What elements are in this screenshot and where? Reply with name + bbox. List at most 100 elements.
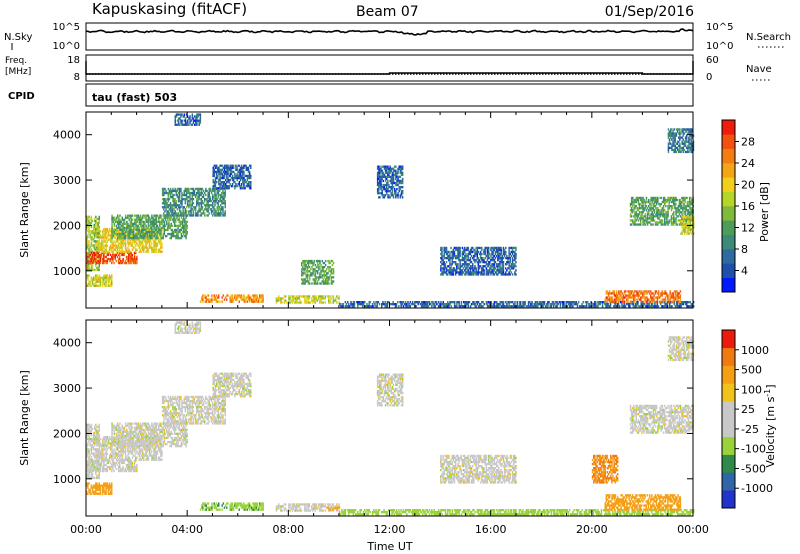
heatmap-cell	[98, 261, 100, 265]
heatmap-cell	[142, 232, 144, 236]
heatmap-cell	[662, 298, 664, 301]
heatmap-cell	[481, 267, 483, 270]
heatmap-cell	[324, 295, 327, 298]
heatmap-cell	[102, 232, 104, 235]
heatmap-cell	[303, 270, 305, 273]
heatmap-cell	[207, 200, 209, 203]
heatmap-cell	[216, 198, 218, 201]
heatmap-cell	[103, 230, 105, 233]
heatmap-cell	[327, 272, 329, 275]
heatmap-cell	[637, 198, 640, 202]
heatmap-cell	[649, 221, 651, 224]
heatmap-cell	[127, 238, 129, 241]
heatmap-cell	[236, 172, 238, 176]
heatmap-cell	[448, 303, 450, 306]
heatmap-cell	[661, 305, 663, 308]
heatmap-cell	[510, 267, 513, 270]
heatmap-cell	[500, 259, 502, 262]
heatmap-cell	[180, 220, 183, 223]
heatmap-cell	[218, 300, 220, 303]
heatmap-cell	[155, 216, 158, 219]
heatmap-cell	[389, 175, 391, 178]
heatmap-cell	[391, 171, 394, 174]
heatmap-cell	[490, 271, 492, 274]
heatmap-cell	[503, 273, 506, 276]
heatmap-cell	[654, 223, 657, 226]
heatmap-cell	[301, 274, 303, 277]
heatmap-cell	[399, 196, 402, 199]
heatmap-cell	[117, 214, 119, 217]
heatmap-cell	[298, 301, 300, 304]
heatmap-cell	[332, 301, 335, 304]
heatmap-cell	[200, 193, 203, 197]
heatmap-cell	[171, 206, 173, 209]
heatmap-cell	[323, 266, 326, 269]
heatmap-cell	[158, 226, 160, 230]
heatmap-cell	[113, 261, 115, 265]
heatmap-cell	[399, 301, 401, 304]
heatmap-cell	[532, 305, 534, 308]
heatmap-cell	[232, 176, 235, 180]
heatmap-cell	[451, 269, 453, 272]
heatmap-cell	[219, 183, 221, 186]
heatmap-cell	[655, 223, 658, 226]
heatmap-cell	[552, 305, 555, 308]
heatmap-cell	[171, 195, 173, 199]
heatmap-cell	[472, 271, 474, 274]
heatmap-cell	[163, 226, 166, 230]
heatmap-cell	[587, 301, 589, 304]
heatmap-cell	[304, 297, 306, 300]
heatmap-cell	[361, 303, 364, 306]
heatmap-cell	[393, 190, 396, 193]
heatmap-cell	[642, 303, 645, 306]
heatmap-cell	[173, 218, 176, 221]
heatmap-cell	[501, 269, 503, 272]
heatmap-cell	[156, 228, 159, 231]
heatmap-cell	[150, 226, 152, 230]
heatmap-cell	[130, 232, 132, 235]
heatmap-cell	[261, 300, 263, 303]
heatmap-cell	[620, 290, 622, 293]
heatmap-cell	[130, 242, 132, 245]
heatmap-cell	[136, 220, 138, 223]
heatmap-cell	[464, 303, 466, 306]
heatmap-cell	[562, 305, 564, 308]
heatmap-cell	[214, 202, 216, 205]
heatmap-cell	[152, 232, 154, 235]
heatmap-cell	[313, 280, 315, 283]
heatmap-cell	[489, 267, 491, 270]
heatmap-cell	[131, 240, 134, 243]
heatmap-cell	[220, 164, 222, 167]
heatmap-cell	[153, 228, 155, 231]
heatmap-cell	[629, 305, 631, 308]
heatmap-cell	[673, 200, 675, 204]
heatmap-cell	[219, 185, 221, 188]
heatmap-cell	[198, 195, 200, 199]
heatmap-cell	[214, 193, 216, 197]
heatmap-cell	[313, 259, 315, 263]
heatmap-cell	[378, 165, 380, 168]
heatmap-cell	[391, 167, 394, 170]
heatmap-cell	[213, 164, 216, 167]
heatmap-cell	[121, 216, 123, 219]
heatmap-cell	[678, 203, 681, 206]
heatmap-cell	[184, 117, 187, 120]
heatmap-cell	[141, 246, 144, 249]
heatmap-cell	[642, 209, 644, 212]
heatmap-cell	[544, 305, 547, 308]
heatmap-cell	[177, 235, 179, 238]
heatmap-cell	[86, 246, 88, 249]
heatmap-cell	[86, 236, 88, 239]
heatmap-cell	[160, 232, 162, 236]
heatmap-cell	[302, 268, 304, 271]
heatmap-cell	[637, 223, 640, 226]
heatmap-cell	[211, 300, 213, 303]
heatmap-cell	[223, 214, 225, 217]
heatmap-cell	[146, 232, 149, 236]
heatmap-cell	[174, 206, 176, 209]
heatmap-cell	[328, 299, 330, 302]
heatmap-cell	[474, 261, 476, 264]
heatmap-cell	[105, 276, 107, 279]
heatmap-cell	[248, 187, 251, 190]
heatmap-cell	[191, 214, 193, 217]
